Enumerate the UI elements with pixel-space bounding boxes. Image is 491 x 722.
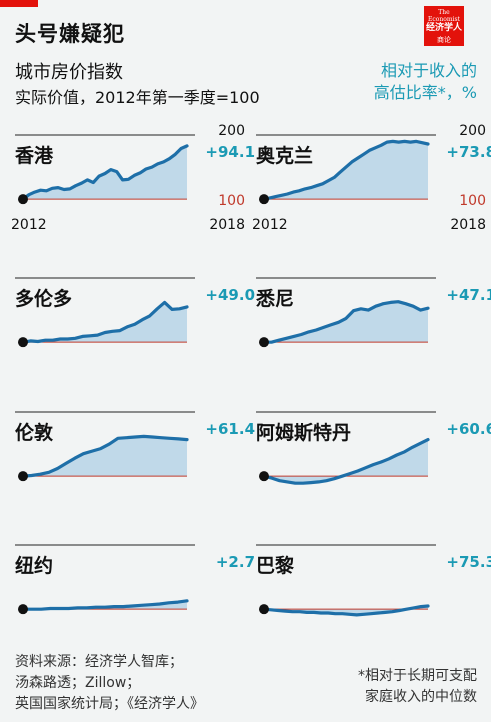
- series-line: [262, 604, 430, 617]
- chart-svg: [15, 134, 195, 205]
- series-line: [262, 437, 430, 485]
- chart-svg: [256, 411, 436, 485]
- city-name: 香港: [15, 145, 54, 167]
- series-area: [23, 145, 187, 200]
- city-name: 悉尼: [256, 288, 295, 310]
- chart-sydney: 悉尼 +47.1: [256, 270, 491, 395]
- series-area: [264, 141, 428, 200]
- y-tick-100: 100: [459, 193, 486, 209]
- series-line: [21, 434, 189, 478]
- legend-note: 相对于收入的 高估比率*，%: [374, 60, 477, 104]
- y-tick-100: 100: [218, 193, 245, 209]
- chart-hong-kong: 香港 +94.1 200 100 2012 2018: [11, 123, 255, 252]
- chart-svg: [15, 411, 195, 482]
- start-dot: [18, 194, 28, 205]
- chart-subtitle: 城市房价指数: [15, 62, 123, 83]
- x-tick-2012: 2012: [11, 217, 47, 233]
- x-tick-2018: 2018: [209, 217, 245, 233]
- legend-line2: 高估比率*，%: [373, 83, 477, 102]
- series-line: [262, 300, 430, 344]
- overvaluation-value: +61.4: [205, 420, 255, 438]
- chart-svg: [256, 544, 436, 617]
- series-area: [264, 606, 428, 615]
- city-name: 奥克兰: [256, 145, 314, 167]
- footnote: *相对于长期可支配 家庭收入的中位数: [358, 666, 477, 708]
- city-name: 纽约: [15, 555, 54, 577]
- overvaluation-value: +75.3: [446, 553, 491, 571]
- y-tick-200: 200: [459, 123, 486, 139]
- series-area: [264, 439, 428, 484]
- chart-new-york: 纽约 +2.7: [15, 537, 255, 662]
- economist-logo: The Economist 经济学人 商论: [424, 6, 464, 46]
- source-note: 资料来源：经济学人智库； 汤森路透；Zillow； 英国国家统计局；《经济学人》: [15, 652, 204, 715]
- logo-line3: 商论: [437, 36, 451, 44]
- source-line2: 汤森路透；Zillow；: [15, 675, 141, 691]
- overvaluation-value: +49.0: [205, 286, 255, 304]
- overvaluation-value: +2.7: [215, 553, 255, 571]
- overvaluation-value: +60.6: [446, 420, 491, 438]
- chart-london: 伦敦 +61.4: [15, 404, 255, 529]
- start-dot: [259, 604, 269, 615]
- city-name: 巴黎: [256, 555, 295, 577]
- legend-line1: 相对于收入的: [380, 61, 477, 80]
- overvaluation-value: +94.1: [205, 143, 255, 161]
- chart-svg: [256, 134, 436, 205]
- start-dot: [18, 337, 28, 348]
- x-tick-2012: 2012: [252, 217, 288, 233]
- chart-amsterdam: 阿姆斯特丹 +60.6: [256, 404, 491, 529]
- city-name: 多伦多: [15, 288, 73, 310]
- series-area: [264, 301, 428, 343]
- y-tick-200: 200: [218, 123, 245, 139]
- series-area: [23, 302, 187, 343]
- chart-svg: [256, 277, 436, 348]
- start-dot: [259, 194, 269, 205]
- logo-line1: The Economist: [428, 9, 460, 23]
- chart-toronto: 多伦多 +49.0: [15, 270, 255, 395]
- x-tick-2018: 2018: [450, 217, 486, 233]
- start-dot: [18, 471, 28, 482]
- start-dot: [259, 337, 269, 348]
- source-line3: 英国国家统计局；《经济学人》: [15, 696, 204, 712]
- footnote-line1: *相对于长期可支配: [358, 668, 477, 684]
- overvaluation-value: +73.8: [446, 143, 491, 161]
- city-name: 阿姆斯特丹: [256, 422, 352, 444]
- source-line1: 资料来源：经济学人智库；: [15, 654, 183, 670]
- logo-line2: 经济学人: [425, 23, 462, 33]
- series-area: [23, 600, 187, 610]
- brand-red-bar: [0, 0, 38, 7]
- page-title: 头号嫌疑犯: [15, 22, 125, 46]
- chart-paris: 巴黎 +75.3: [256, 537, 491, 662]
- series-line: [262, 139, 430, 201]
- chart-svg: [15, 277, 195, 348]
- chart-subtitle-units: 实际价值，2012年第一季度=100: [15, 88, 260, 107]
- series-line: [21, 144, 189, 201]
- overvaluation-value: +47.1: [446, 286, 491, 304]
- city-name: 伦敦: [15, 422, 54, 444]
- start-dot: [18, 604, 28, 615]
- series-line: [21, 599, 189, 611]
- start-dot: [259, 471, 269, 482]
- series-line: [21, 300, 189, 344]
- chart-svg: [15, 544, 195, 615]
- chart-auckland: 奥克兰 +73.8 200 100 2012 2018: [252, 123, 491, 252]
- footnote-line2: 家庭收入的中位数: [365, 689, 477, 705]
